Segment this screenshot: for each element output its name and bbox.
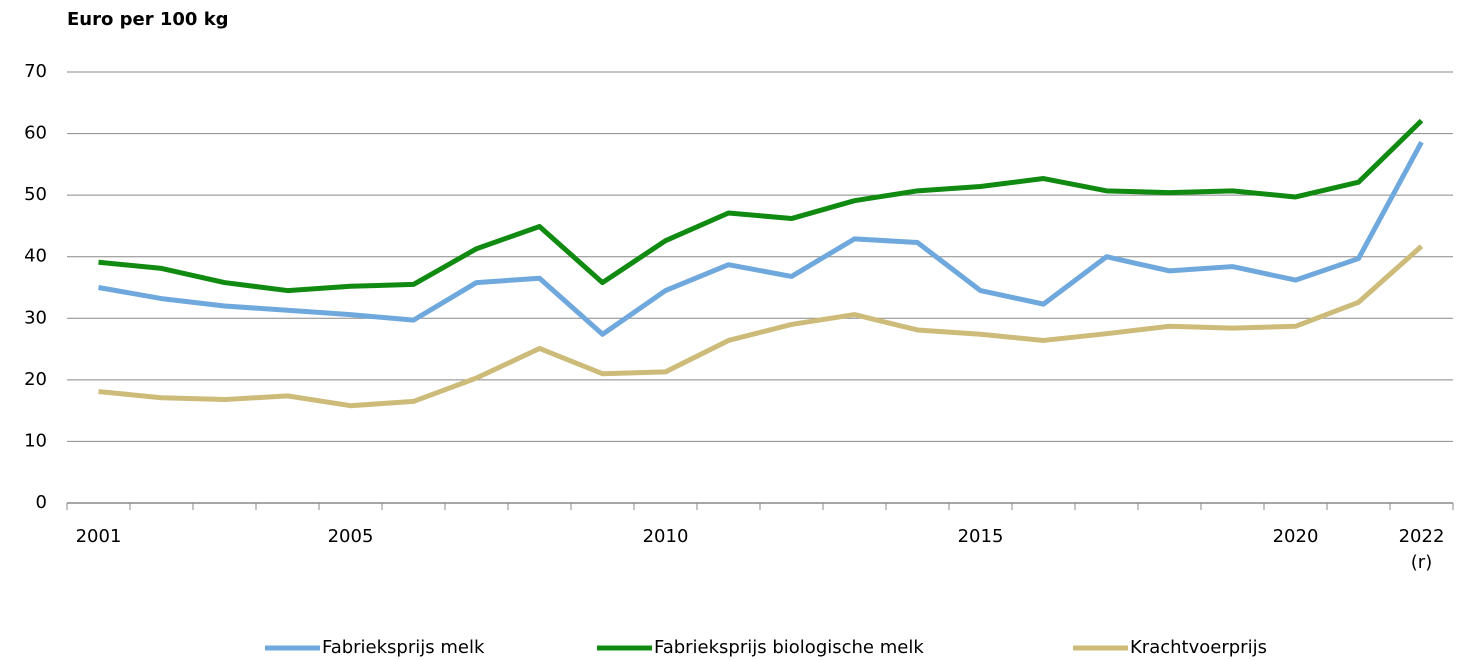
y-tick-label: 50 xyxy=(24,184,47,205)
x-tick-label: 2005 xyxy=(327,526,374,547)
x-tick-label: 2010 xyxy=(642,526,689,547)
y-tick-label: 20 xyxy=(24,369,47,390)
y-tick-label: 30 xyxy=(24,307,47,328)
legend-label: Fabrieksprijs biologische melk xyxy=(654,637,924,658)
line-series xyxy=(98,141,1424,337)
legend-label: Fabrieksprijs melk xyxy=(322,637,485,658)
y-tick-label: 70 xyxy=(24,61,47,82)
x-tick-label: 2015 xyxy=(957,526,1004,547)
x-tick-label: 2001 xyxy=(75,526,122,547)
line-series xyxy=(98,244,1424,409)
y-tick-label: 60 xyxy=(24,123,47,144)
chart-title: Euro per 100 kg xyxy=(67,9,229,30)
y-tick-label: 0 xyxy=(36,492,47,513)
legend-label: Krachtvoerprijs xyxy=(1130,637,1267,658)
line-series xyxy=(98,118,1424,294)
x-tick-label: 2022 (r) xyxy=(1398,526,1445,573)
x-tick-label: 2020 xyxy=(1272,526,1319,547)
y-tick-label: 10 xyxy=(24,430,47,451)
y-tick-label: 40 xyxy=(24,246,47,267)
